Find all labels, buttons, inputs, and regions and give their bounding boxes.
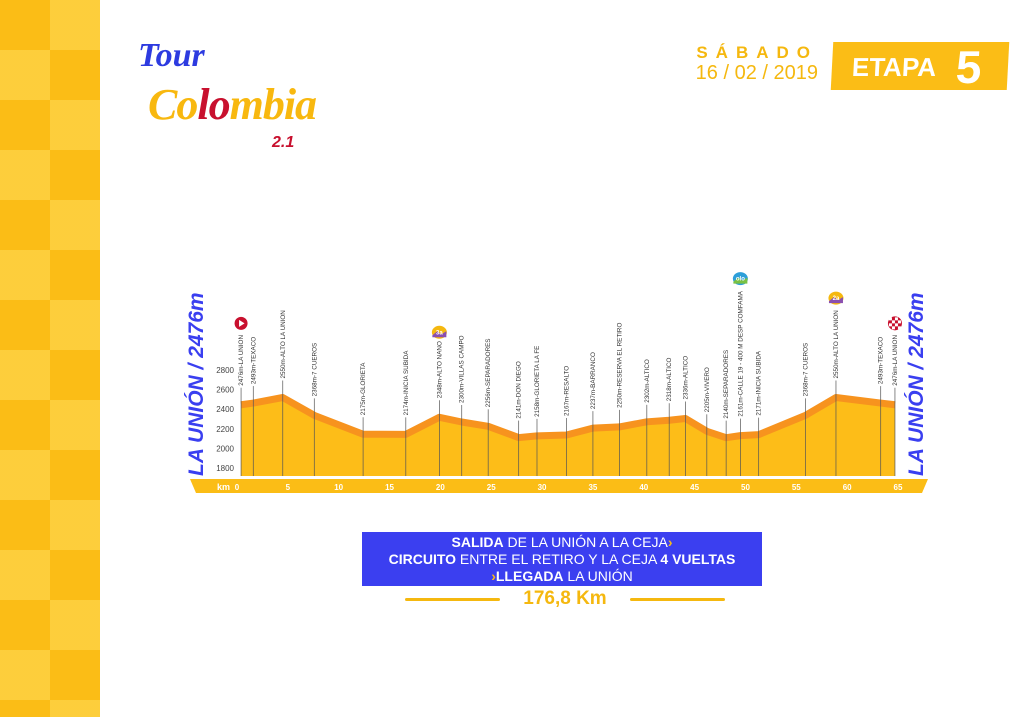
marker-text: 2a xyxy=(833,296,840,302)
waypoint-label: 2141m-DON DIEGO xyxy=(516,361,523,418)
x-tick-label: 35 xyxy=(588,483,597,492)
finish-flag-icon xyxy=(887,316,902,331)
stage-date-value: 16 / 02 / 2019 xyxy=(695,62,818,84)
route-line-start: SALIDA DE LA UNIÓN A LA CEJA› xyxy=(362,534,762,551)
logo-colombia-text: Colombia xyxy=(148,80,317,130)
axis-baseline xyxy=(231,476,901,479)
waypoint-label: 2368m-7 CUEROS xyxy=(311,343,318,397)
total-distance: 176,8 Km xyxy=(400,588,730,610)
waypoint-label: 2476m-LA UNION xyxy=(892,335,899,386)
logo-edition: 2.1 xyxy=(272,134,295,151)
x-tick-label: 65 xyxy=(894,483,903,492)
y-tick-label: 2200 xyxy=(216,425,234,434)
route-finish-text: LA UNIÓN xyxy=(563,568,633,584)
marker-text: 3a xyxy=(436,330,443,336)
x-tick-label: 5 xyxy=(286,483,291,492)
logo-part: Co xyxy=(148,80,198,129)
x-tick-label: 0 xyxy=(235,483,240,492)
start-icon xyxy=(234,316,248,330)
km-axis-band xyxy=(190,479,928,493)
logo-part: lo xyxy=(197,80,230,129)
waypoint-label: 2476m-LA UNION xyxy=(238,335,245,386)
waypoint-label: 2175m-GLORIETA xyxy=(360,362,367,416)
checker-square xyxy=(888,317,892,321)
waypoint-label: 2256m-SEPARADORES xyxy=(485,338,492,407)
route-start-label: SALIDA xyxy=(451,534,504,550)
route-finish-label: LLEGADA xyxy=(495,568,564,584)
marker-mountain xyxy=(828,297,843,304)
waypoint-label: 2237m-BARRANCO xyxy=(590,352,597,409)
x-tick-label: 20 xyxy=(436,483,445,492)
route-description-box: SALIDA DE LA UNIÓN A LA CEJA› CIRCUITO E… xyxy=(362,532,762,586)
finish-location-label: LA UNIÓN / 2476m xyxy=(905,292,928,476)
waypoint-label: 2205m-VIVERO xyxy=(704,367,711,412)
total-distance-value: 176,8 Km xyxy=(523,588,607,609)
checker-square xyxy=(891,320,895,324)
x-tick-label: 25 xyxy=(487,483,496,492)
x-tick-label: 55 xyxy=(792,483,801,492)
waypoint-label: 2167m-RESALTO xyxy=(563,366,570,416)
waypoint-label: 2336m-ALTICO xyxy=(682,356,689,400)
arrow-icon: › xyxy=(667,534,673,550)
decorative-line xyxy=(630,598,725,601)
route-line-circuit: CIRCUITO ENTRE EL RETIRO Y LA CEJA 4 VUE… xyxy=(362,551,762,568)
x-axis-label: km xyxy=(217,482,230,492)
y-tick-label: 2800 xyxy=(216,366,234,375)
decorative-side-stripe xyxy=(0,0,100,717)
stage-date: SÁBADO 16 / 02 / 2019 xyxy=(686,43,818,85)
y-tick-label: 2000 xyxy=(216,444,234,453)
checker-square xyxy=(897,326,901,330)
x-tick-label: 45 xyxy=(690,483,699,492)
waypoint-label: 2302m-ALTICO xyxy=(644,359,651,403)
waypoint-label: 2250m-RESERVA EL RETIRO xyxy=(616,323,623,408)
x-tick-label: 15 xyxy=(385,483,394,492)
waypoint-label: 2318m-ALTICO xyxy=(666,358,673,402)
checker-square xyxy=(894,323,898,327)
waypoint-label: 2174m-INICIA SUBIDA xyxy=(403,350,410,416)
waypoint-label: 2493m-TEXACO xyxy=(250,337,257,384)
x-tick-label: 30 xyxy=(538,483,547,492)
waypoint-label: 2161m-CALLE 19 - 400 M DESP COMFAMA xyxy=(737,290,744,416)
x-tick-label: 40 xyxy=(639,483,648,492)
checker-square xyxy=(891,326,895,330)
waypoint-label: 2140m-SEPARADORES xyxy=(723,350,730,419)
waypoint-label: 2493m-TEXACO xyxy=(878,337,885,384)
climb-2nd-category-icon: 2a xyxy=(828,291,844,305)
waypoint-label: 2550m-ALTO LA UNION xyxy=(833,310,840,379)
sprint-icon: olo xyxy=(732,272,748,286)
y-tick-label: 2400 xyxy=(216,405,234,414)
waypoint-label: 2171m-INICIA SUBIDA xyxy=(756,350,763,416)
checker-square xyxy=(888,323,892,327)
waypoint-label: 2300m-VILLAS CAMPO xyxy=(459,335,466,403)
stage-day: SÁBADO xyxy=(696,43,818,62)
marker-mountain xyxy=(733,277,748,284)
x-tick-label: 10 xyxy=(334,483,343,492)
y-tick-label: 1800 xyxy=(216,464,234,473)
y-tick-label: 2600 xyxy=(216,386,234,395)
play-triangle xyxy=(239,319,245,327)
x-tick-label: 50 xyxy=(741,483,750,492)
marker-text: olo xyxy=(736,277,745,283)
route-start-text: DE LA UNIÓN A LA CEJA xyxy=(503,534,668,550)
decorative-line xyxy=(405,598,500,601)
start-location-label: LA UNIÓN / 2476m xyxy=(185,292,208,476)
waypoint-label: 2550m-ALTO LA UNION xyxy=(280,310,287,379)
tour-colombia-logo: Tour Colombia 2.1 xyxy=(138,36,328,156)
route-laps: 4 VUELTAS xyxy=(660,551,736,567)
route-line-finish: ›LLEGADA LA UNIÓN xyxy=(362,568,762,585)
marker-mountain xyxy=(432,331,447,338)
checker-square xyxy=(897,320,901,324)
checker-square xyxy=(894,317,898,321)
x-tick-label: 60 xyxy=(843,483,852,492)
climb-3rd-category-icon: 3a xyxy=(431,325,447,339)
route-circuit-label: CIRCUITO xyxy=(388,551,457,567)
arrow-icon: › xyxy=(491,568,496,584)
route-circuit-text: ENTRE EL RETIRO Y LA CEJA xyxy=(456,551,661,567)
waypoint-label: 2368m-7 CUEROS xyxy=(802,343,809,397)
logo-tour-text: Tour xyxy=(138,37,205,74)
waypoint-label: 2158m-GLORIETA LA FE xyxy=(534,346,541,417)
waypoint-label: 2348m-ALTO NANO xyxy=(436,341,443,398)
logo-part: mbia xyxy=(229,80,317,129)
